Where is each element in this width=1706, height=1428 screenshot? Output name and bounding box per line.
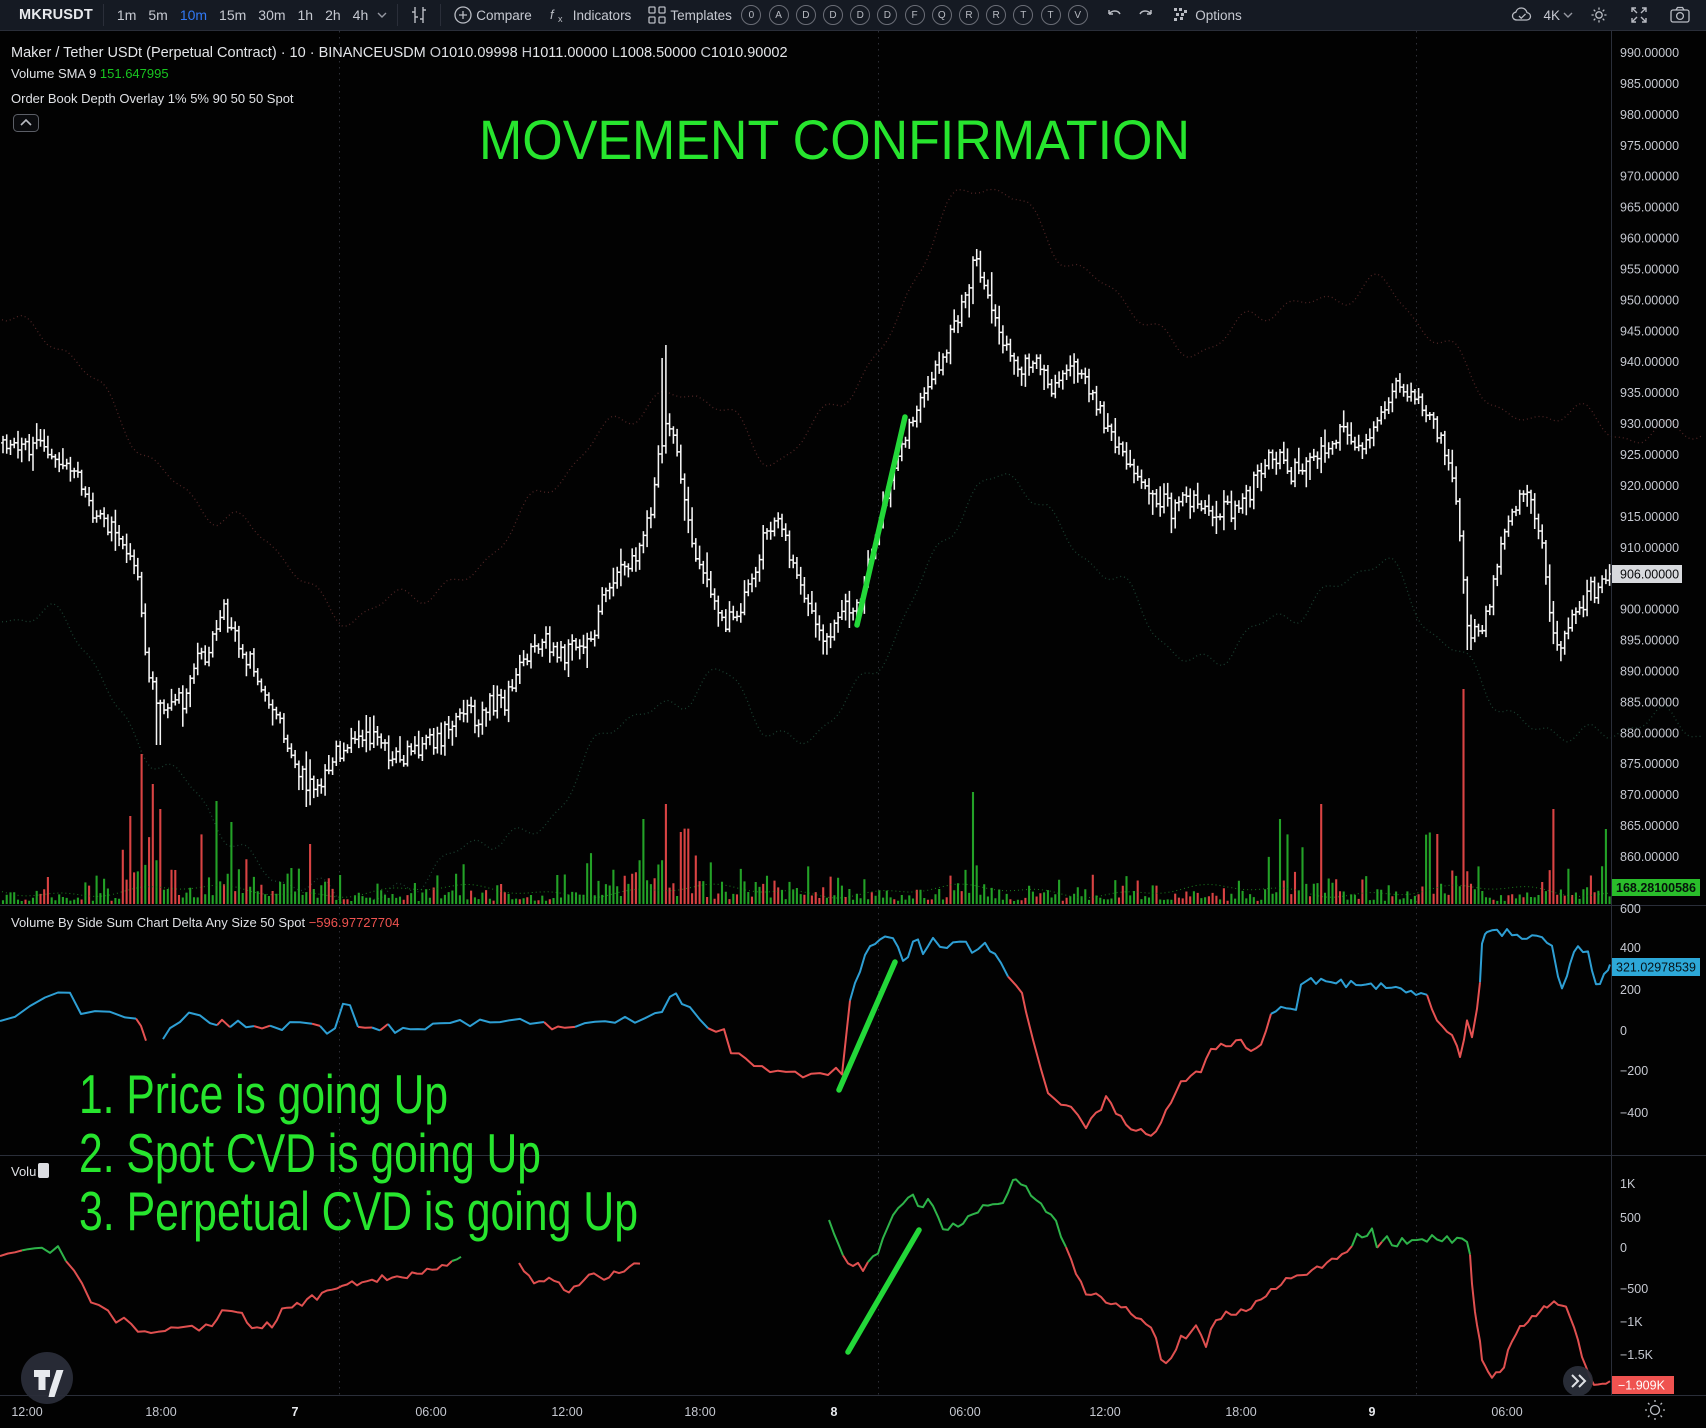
svg-text:06:00: 06:00 (1491, 1405, 1522, 1419)
svg-text:930.00000: 930.00000 (1620, 417, 1679, 431)
svg-text:Order Book Depth Overlay 1% 5%: Order Book Depth Overlay 1% 5% 90 50 50 … (11, 91, 294, 106)
svg-text:x: x (558, 14, 563, 24)
svg-text:06:00: 06:00 (415, 1405, 446, 1419)
svg-text:950.00000: 950.00000 (1620, 293, 1679, 307)
svg-text:9: 9 (1369, 1405, 1376, 1419)
svg-text:975.00000: 975.00000 (1620, 139, 1679, 153)
svg-text:955.00000: 955.00000 (1620, 263, 1679, 277)
svg-text:906.00000: 906.00000 (1620, 568, 1679, 582)
svg-text:18:00: 18:00 (684, 1405, 715, 1419)
svg-text:915.00000: 915.00000 (1620, 510, 1679, 524)
svg-text:3. Perpetual CVD is going Up: 3. Perpetual CVD is going Up (79, 1180, 638, 1242)
svg-text:910.00000: 910.00000 (1620, 541, 1679, 555)
svg-text:400: 400 (1620, 941, 1641, 955)
svg-text:8: 8 (831, 1405, 838, 1419)
svg-text:980.00000: 980.00000 (1620, 108, 1679, 122)
svg-text:925.00000: 925.00000 (1620, 448, 1679, 462)
svg-text:900.00000: 900.00000 (1620, 603, 1679, 617)
svg-text:200: 200 (1620, 983, 1641, 997)
svg-text:Volume By Side Sum Chart Delta: Volume By Side Sum Chart Delta Any Size … (11, 915, 399, 930)
svg-text:600: 600 (1620, 902, 1641, 916)
svg-text:865.00000: 865.00000 (1620, 819, 1679, 833)
svg-text:−500: −500 (1620, 1282, 1648, 1296)
svg-text:−200: −200 (1620, 1064, 1648, 1078)
svg-text:12:00: 12:00 (11, 1405, 42, 1419)
svg-text:895.00000: 895.00000 (1620, 634, 1679, 648)
svg-text:870.00000: 870.00000 (1620, 788, 1679, 802)
svg-text:940.00000: 940.00000 (1620, 355, 1679, 369)
svg-text:321.02978539: 321.02978539 (1616, 961, 1696, 975)
svg-text:1K: 1K (1620, 1177, 1636, 1191)
svg-text:890.00000: 890.00000 (1620, 665, 1679, 679)
svg-text:168.28100586: 168.28100586 (1616, 881, 1696, 895)
svg-text:0: 0 (1620, 1024, 1627, 1038)
svg-text:970.00000: 970.00000 (1620, 170, 1679, 184)
svg-text:990.00000: 990.00000 (1620, 46, 1679, 60)
svg-text:885.00000: 885.00000 (1620, 695, 1679, 709)
svg-text:−400: −400 (1620, 1106, 1648, 1120)
svg-text:935.00000: 935.00000 (1620, 386, 1679, 400)
svg-text:MOVEMENT CONFIRMATION: MOVEMENT CONFIRMATION (479, 108, 1190, 171)
svg-text:500: 500 (1620, 1211, 1641, 1225)
svg-text:06:00: 06:00 (949, 1405, 980, 1419)
svg-text:965.00000: 965.00000 (1620, 201, 1679, 215)
svg-text:2. Spot CVD is going Up: 2. Spot CVD is going Up (79, 1122, 541, 1184)
svg-text:875.00000: 875.00000 (1620, 757, 1679, 771)
svg-text:985.00000: 985.00000 (1620, 77, 1679, 91)
svg-text:Maker / Tether USDt (Perpetual: Maker / Tether USDt (Perpetual Contract)… (11, 45, 788, 61)
svg-text:1. Price is going Up: 1. Price is going Up (79, 1063, 448, 1125)
svg-text:18:00: 18:00 (145, 1405, 176, 1419)
svg-text:960.00000: 960.00000 (1620, 232, 1679, 246)
svg-text:920.00000: 920.00000 (1620, 479, 1679, 493)
svg-text:Volu: Volu (11, 1164, 36, 1179)
svg-text:880.00000: 880.00000 (1620, 726, 1679, 740)
svg-text:0: 0 (1620, 1241, 1627, 1255)
svg-text:−1.909K: −1.909K (1618, 1379, 1666, 1393)
svg-text:7: 7 (292, 1405, 299, 1419)
svg-text:860.00000: 860.00000 (1620, 850, 1679, 864)
svg-text:−1.5K: −1.5K (1620, 1348, 1654, 1362)
svg-text:f: f (550, 7, 555, 22)
svg-text:−1K: −1K (1620, 1315, 1643, 1329)
svg-text:Volume SMA 9 151.647995: Volume SMA 9 151.647995 (11, 66, 169, 81)
svg-text:12:00: 12:00 (551, 1405, 582, 1419)
svg-text:12:00: 12:00 (1089, 1405, 1120, 1419)
svg-text:945.00000: 945.00000 (1620, 324, 1679, 338)
svg-text:18:00: 18:00 (1225, 1405, 1256, 1419)
